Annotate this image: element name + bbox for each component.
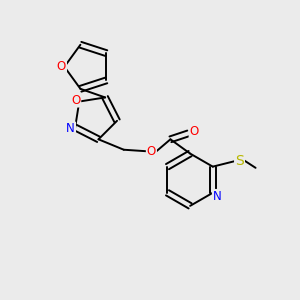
Text: N: N [66,122,75,135]
Text: O: O [190,125,199,138]
Text: O: O [147,145,156,158]
Text: O: O [57,60,66,73]
Text: O: O [71,94,80,106]
Text: S: S [235,154,244,168]
Text: N: N [213,190,222,203]
